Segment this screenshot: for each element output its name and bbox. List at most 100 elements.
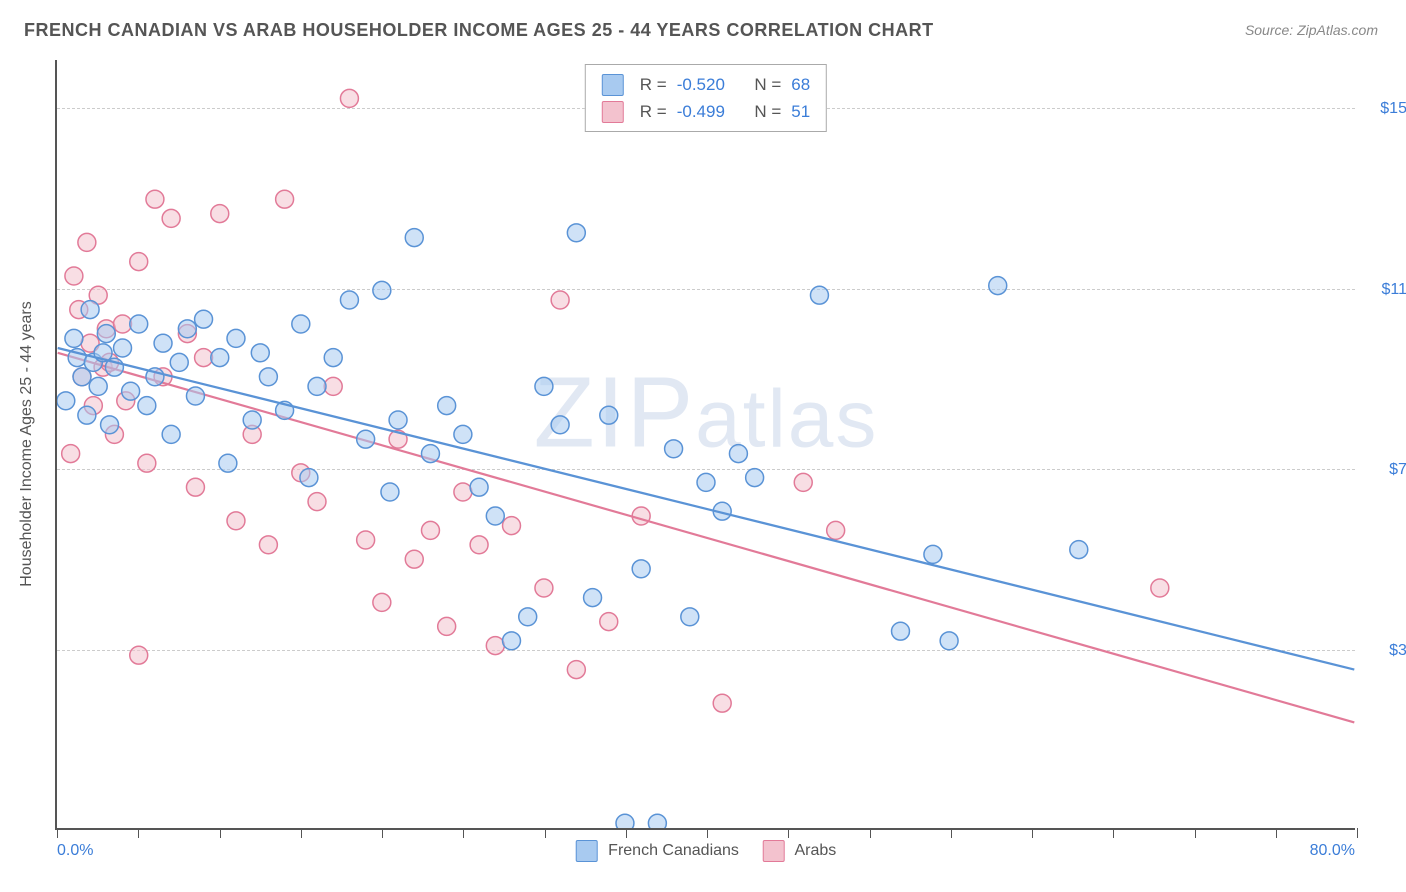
data-point: [62, 445, 80, 463]
data-point: [227, 512, 245, 530]
data-point: [373, 593, 391, 611]
data-point: [81, 301, 99, 319]
data-point: [65, 329, 83, 347]
data-point: [438, 617, 456, 635]
chart-container: FRENCH CANADIAN VS ARAB HOUSEHOLDER INCO…: [0, 0, 1406, 892]
data-point: [616, 814, 634, 828]
data-point: [186, 387, 204, 405]
plot-area: $150,000$112,500$75,000$37,500 Household…: [55, 60, 1355, 830]
data-point: [989, 277, 1007, 295]
data-point: [421, 521, 439, 539]
x-tick: [870, 828, 871, 838]
y-axis-title: Householder Income Ages 25 - 44 years: [18, 301, 36, 587]
data-point: [551, 291, 569, 309]
data-point: [251, 344, 269, 362]
data-point: [421, 445, 439, 463]
swatch-b-legend: [763, 840, 785, 862]
x-tick: [788, 828, 789, 838]
data-point: [89, 377, 107, 395]
data-point: [101, 416, 119, 434]
r-label: R =: [640, 71, 667, 98]
x-tick: [1113, 828, 1114, 838]
data-point: [308, 493, 326, 511]
data-point: [665, 440, 683, 458]
data-point: [600, 406, 618, 424]
data-point: [373, 281, 391, 299]
data-point: [503, 517, 521, 535]
y-tick-label: $150,000: [1363, 100, 1406, 118]
data-point: [503, 632, 521, 650]
data-point: [138, 397, 156, 415]
x-tick: [1195, 828, 1196, 838]
data-point: [697, 473, 715, 491]
data-point: [454, 483, 472, 501]
n-val-b: 51: [791, 98, 810, 125]
legend-item-a: French Canadians: [576, 840, 739, 862]
data-point: [170, 353, 188, 371]
data-point: [357, 430, 375, 448]
data-point: [648, 814, 666, 828]
trend-line: [58, 353, 1355, 723]
data-point: [65, 267, 83, 285]
data-point: [632, 560, 650, 578]
data-point: [1070, 541, 1088, 559]
swatch-a-legend: [576, 840, 598, 862]
data-point: [211, 349, 229, 367]
data-point: [405, 229, 423, 247]
data-point: [292, 315, 310, 333]
n-val-a: 68: [791, 71, 810, 98]
data-point: [535, 377, 553, 395]
data-point: [195, 349, 213, 367]
data-point: [681, 608, 699, 626]
data-point: [219, 454, 237, 472]
data-point: [438, 397, 456, 415]
data-point: [454, 425, 472, 443]
data-point: [122, 382, 140, 400]
data-point: [130, 315, 148, 333]
data-point: [130, 646, 148, 664]
data-point: [57, 392, 75, 410]
x-tick: [545, 828, 546, 838]
legend-item-b: Arabs: [763, 840, 836, 862]
n-label: N =: [754, 71, 781, 98]
data-point: [340, 89, 358, 107]
data-point: [551, 416, 569, 434]
data-point: [632, 507, 650, 525]
data-point: [470, 536, 488, 554]
data-point: [114, 339, 132, 357]
x-tick: [138, 828, 139, 838]
data-point: [308, 377, 326, 395]
data-point: [567, 224, 585, 242]
data-point: [729, 445, 747, 463]
data-point: [154, 334, 172, 352]
data-point: [227, 329, 245, 347]
x-tick: [951, 828, 952, 838]
r-val-a: -0.520: [677, 71, 725, 98]
data-point: [78, 233, 96, 251]
data-point: [324, 349, 342, 367]
data-point: [794, 473, 812, 491]
r-label-b: R =: [640, 98, 667, 125]
data-point: [827, 521, 845, 539]
x-tick: [57, 828, 58, 838]
data-point: [97, 325, 115, 343]
data-point: [146, 190, 164, 208]
x-tick: [626, 828, 627, 838]
x-axis-max-label: 80.0%: [1310, 842, 1355, 860]
x-tick: [1276, 828, 1277, 838]
data-point: [78, 406, 96, 424]
data-point: [300, 469, 318, 487]
data-point: [381, 483, 399, 501]
corr-row-a: R = -0.520 N = 68: [602, 71, 810, 98]
data-point: [940, 632, 958, 650]
x-tick: [1032, 828, 1033, 838]
data-point: [486, 507, 504, 525]
y-tick-label: $75,000: [1363, 461, 1406, 479]
data-point: [211, 205, 229, 223]
data-point: [600, 613, 618, 631]
data-point: [138, 454, 156, 472]
data-point: [746, 469, 764, 487]
x-tick: [1357, 828, 1358, 838]
data-point: [130, 253, 148, 271]
data-point: [340, 291, 358, 309]
